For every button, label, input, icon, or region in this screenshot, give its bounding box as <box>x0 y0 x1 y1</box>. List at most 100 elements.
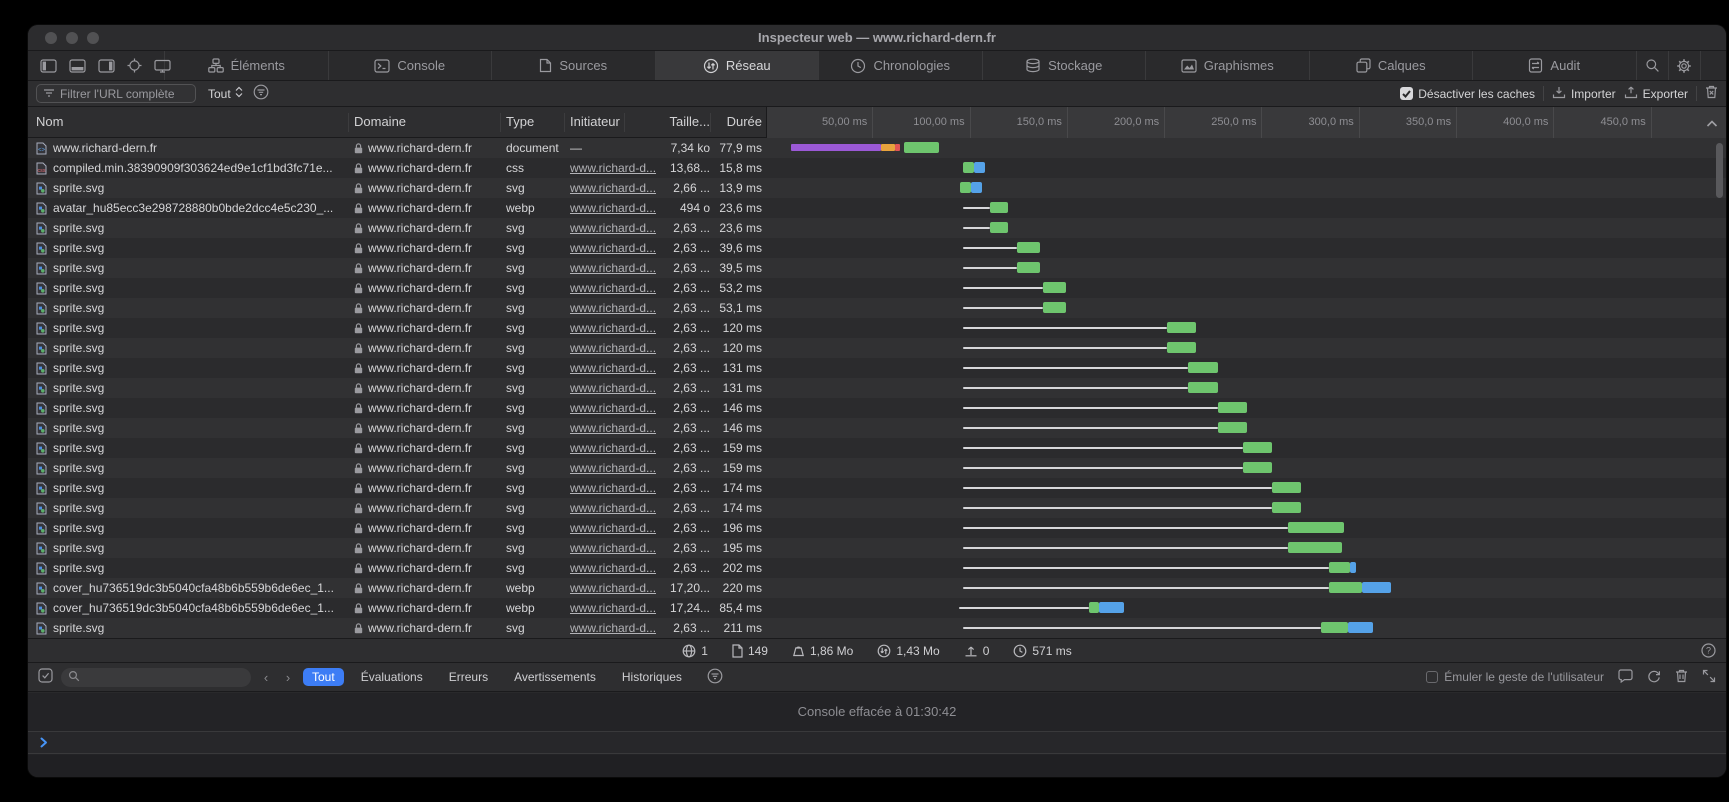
table-scrollbar[interactable] <box>1716 143 1723 198</box>
column-header-domaine[interactable]: Domaine <box>354 114 407 129</box>
initiator-link[interactable]: www.richard-d... <box>570 581 657 595</box>
console-scope-icon[interactable] <box>38 668 53 686</box>
network-row[interactable]: sprite.svg www.richard-dern.fr svg www.rich… <box>28 418 1726 438</box>
network-row[interactable]: sprite.svg www.richard-dern.fr svg www.rich… <box>28 498 1726 518</box>
column-header-nom[interactable]: Nom <box>36 114 64 129</box>
initiator-link[interactable]: www.richard-d... <box>570 441 657 455</box>
initiator-link[interactable]: www.richard-d... <box>570 201 657 215</box>
column-header-taille[interactable]: Taille... <box>669 114 710 129</box>
minimize-window-button[interactable] <box>66 32 78 44</box>
network-row[interactable]: sprite.svg www.richard-dern.fr svg www.rich… <box>28 538 1726 558</box>
network-row[interactable]: sprite.svg www.richard-dern.fr svg www.rich… <box>28 558 1726 578</box>
initiator-link[interactable]: www.richard-d... <box>570 221 657 235</box>
expand-console-button[interactable] <box>1702 669 1716 686</box>
initiator-link[interactable]: www.richard-d... <box>570 621 657 635</box>
network-row[interactable]: cover_hu736519dc3b5040cfa48b6b559b6de6ec… <box>28 598 1726 618</box>
network-row[interactable]: sprite.svg www.richard-dern.fr svg www.rich… <box>28 318 1726 338</box>
tab-console[interactable]: Console <box>329 51 492 80</box>
initiator-link[interactable]: www.richard-d... <box>570 541 657 555</box>
column-header-type[interactable]: Type <box>506 114 535 129</box>
tab-chronologies[interactable]: Chronologies <box>819 51 983 80</box>
console-filter-erreurs[interactable]: Erreurs <box>448 670 489 684</box>
console-previous-button[interactable]: ‹ <box>263 669 269 685</box>
initiator-link[interactable]: www.richard-d... <box>570 501 657 515</box>
initiator-link[interactable]: www.richard-d... <box>570 421 657 435</box>
initiator-link[interactable]: www.richard-d... <box>570 381 657 395</box>
console-prompt-row[interactable] <box>28 731 1726 754</box>
console-filter-tout[interactable]: Tout <box>303 668 344 686</box>
pane-bottom-icon[interactable] <box>69 58 86 73</box>
console-search-input[interactable] <box>61 667 251 687</box>
collapse-timeline-icon[interactable] <box>1706 116 1718 131</box>
initiator-link[interactable]: www.richard-d... <box>570 281 657 295</box>
monitor-icon[interactable] <box>154 59 171 73</box>
clear-network-items-button[interactable] <box>1705 85 1718 102</box>
help-button[interactable]: ? <box>1701 643 1716 661</box>
search-button[interactable] <box>1637 51 1669 80</box>
network-row[interactable]: sprite.svg www.richard-dern.fr svg www.rich… <box>28 278 1726 298</box>
crosshair-icon[interactable] <box>127 58 142 73</box>
initiator-link[interactable]: www.richard-d... <box>570 341 657 355</box>
emulate-user-gesture-checkbox[interactable]: Émuler le geste de l'utilisateur <box>1426 670 1604 684</box>
resource-scope-select[interactable]: Tout <box>208 86 243 101</box>
network-row[interactable]: sprite.svg www.richard-dern.fr svg www.rich… <box>28 438 1726 458</box>
initiator-link[interactable]: www.richard-d... <box>570 181 657 195</box>
filter-circle-button[interactable] <box>253 84 269 103</box>
network-row[interactable]: css compiled.min.38390909f303624ed9e1cf1b… <box>28 158 1726 178</box>
network-row[interactable]: sprite.svg www.richard-dern.fr svg www.rich… <box>28 238 1726 258</box>
console-bubble-button[interactable] <box>1618 668 1633 686</box>
initiator-link[interactable]: www.richard-d... <box>570 161 657 175</box>
tab-calques[interactable]: Calques <box>1310 51 1473 80</box>
console-filter-evaluations[interactable]: Évaluations <box>360 670 423 684</box>
url-filter-input[interactable]: Filtrer l'URL complète <box>36 84 196 103</box>
network-row[interactable]: sprite.svg www.richard-dern.fr svg www.rich… <box>28 458 1726 478</box>
initiator-link[interactable]: www.richard-d... <box>570 521 657 535</box>
initiator-link[interactable]: www.richard-d... <box>570 241 657 255</box>
network-row[interactable]: sprite.svg www.richard-dern.fr svg www.rich… <box>28 478 1726 498</box>
settings-button[interactable] <box>1669 51 1701 80</box>
tab-stockage[interactable]: Stockage <box>983 51 1146 80</box>
network-row[interactable]: sprite.svg www.richard-dern.fr svg www.rich… <box>28 258 1726 278</box>
initiator-link[interactable]: www.richard-d... <box>570 601 657 615</box>
initiator-link[interactable]: www.richard-d... <box>570 321 657 335</box>
tab-reseau[interactable]: Réseau <box>655 51 819 80</box>
import-button[interactable]: Importer <box>1552 86 1616 102</box>
pane-left-icon[interactable] <box>40 58 57 73</box>
network-row[interactable]: cover_hu736519dc3b5040cfa48b6b559b6de6ec… <box>28 578 1726 598</box>
network-row[interactable]: sprite.svg www.richard-dern.fr svg www.rich… <box>28 338 1726 358</box>
initiator-link[interactable]: www.richard-d... <box>570 301 657 315</box>
clear-console-button[interactable] <box>1675 669 1688 686</box>
network-row[interactable]: <> www.richard-dern.fr www.richard-dern.fr… <box>28 138 1726 158</box>
console-filter-avertissements[interactable]: Avertissements <box>514 670 596 684</box>
network-row[interactable]: sprite.svg www.richard-dern.fr svg www.rich… <box>28 618 1726 638</box>
initiator-link[interactable]: www.richard-d... <box>570 561 657 575</box>
console-filter-circle-button[interactable] <box>707 668 723 687</box>
tab-sources[interactable]: Sources <box>492 51 656 80</box>
close-window-button[interactable] <box>45 32 57 44</box>
network-row[interactable]: avatar_hu85ecc3e298728880b0bde2dcc4e5c23… <box>28 198 1726 218</box>
network-row[interactable]: sprite.svg www.richard-dern.fr svg www.rich… <box>28 178 1726 198</box>
tab-graphismes[interactable]: Graphismes <box>1146 51 1310 80</box>
initiator-link[interactable]: www.richard-d... <box>570 461 657 475</box>
network-row[interactable]: sprite.svg www.richard-dern.fr svg www.rich… <box>28 518 1726 538</box>
tab-audit[interactable]: Audit <box>1473 51 1637 80</box>
network-row[interactable]: sprite.svg www.richard-dern.fr svg www.rich… <box>28 378 1726 398</box>
network-row[interactable]: sprite.svg www.richard-dern.fr svg www.rich… <box>28 358 1726 378</box>
network-row[interactable]: sprite.svg www.richard-dern.fr svg www.rich… <box>28 398 1726 418</box>
export-button[interactable]: Exporter <box>1624 86 1688 102</box>
initiator-link[interactable]: www.richard-d... <box>570 401 657 415</box>
initiator-link[interactable]: www.richard-d... <box>570 361 657 375</box>
console-filter-historiques[interactable]: Historiques <box>621 670 682 684</box>
column-header-initiateur[interactable]: Initiateur <box>570 114 620 129</box>
zoom-window-button[interactable] <box>87 32 99 44</box>
column-header-duree[interactable]: Durée <box>726 114 762 129</box>
console-refresh-button[interactable] <box>1647 669 1661 686</box>
disable-caches-checkbox[interactable]: Désactiver les caches <box>1400 87 1535 101</box>
network-row[interactable]: sprite.svg www.richard-dern.fr svg www.rich… <box>28 298 1726 318</box>
tab-elements[interactable]: Éléments <box>165 51 329 80</box>
pane-right-icon[interactable] <box>98 58 115 73</box>
initiator-link[interactable]: www.richard-d... <box>570 481 657 495</box>
network-row[interactable]: sprite.svg www.richard-dern.fr svg www.rich… <box>28 218 1726 238</box>
console-next-button[interactable]: › <box>285 669 291 685</box>
initiator-link[interactable]: www.richard-d... <box>570 261 657 275</box>
